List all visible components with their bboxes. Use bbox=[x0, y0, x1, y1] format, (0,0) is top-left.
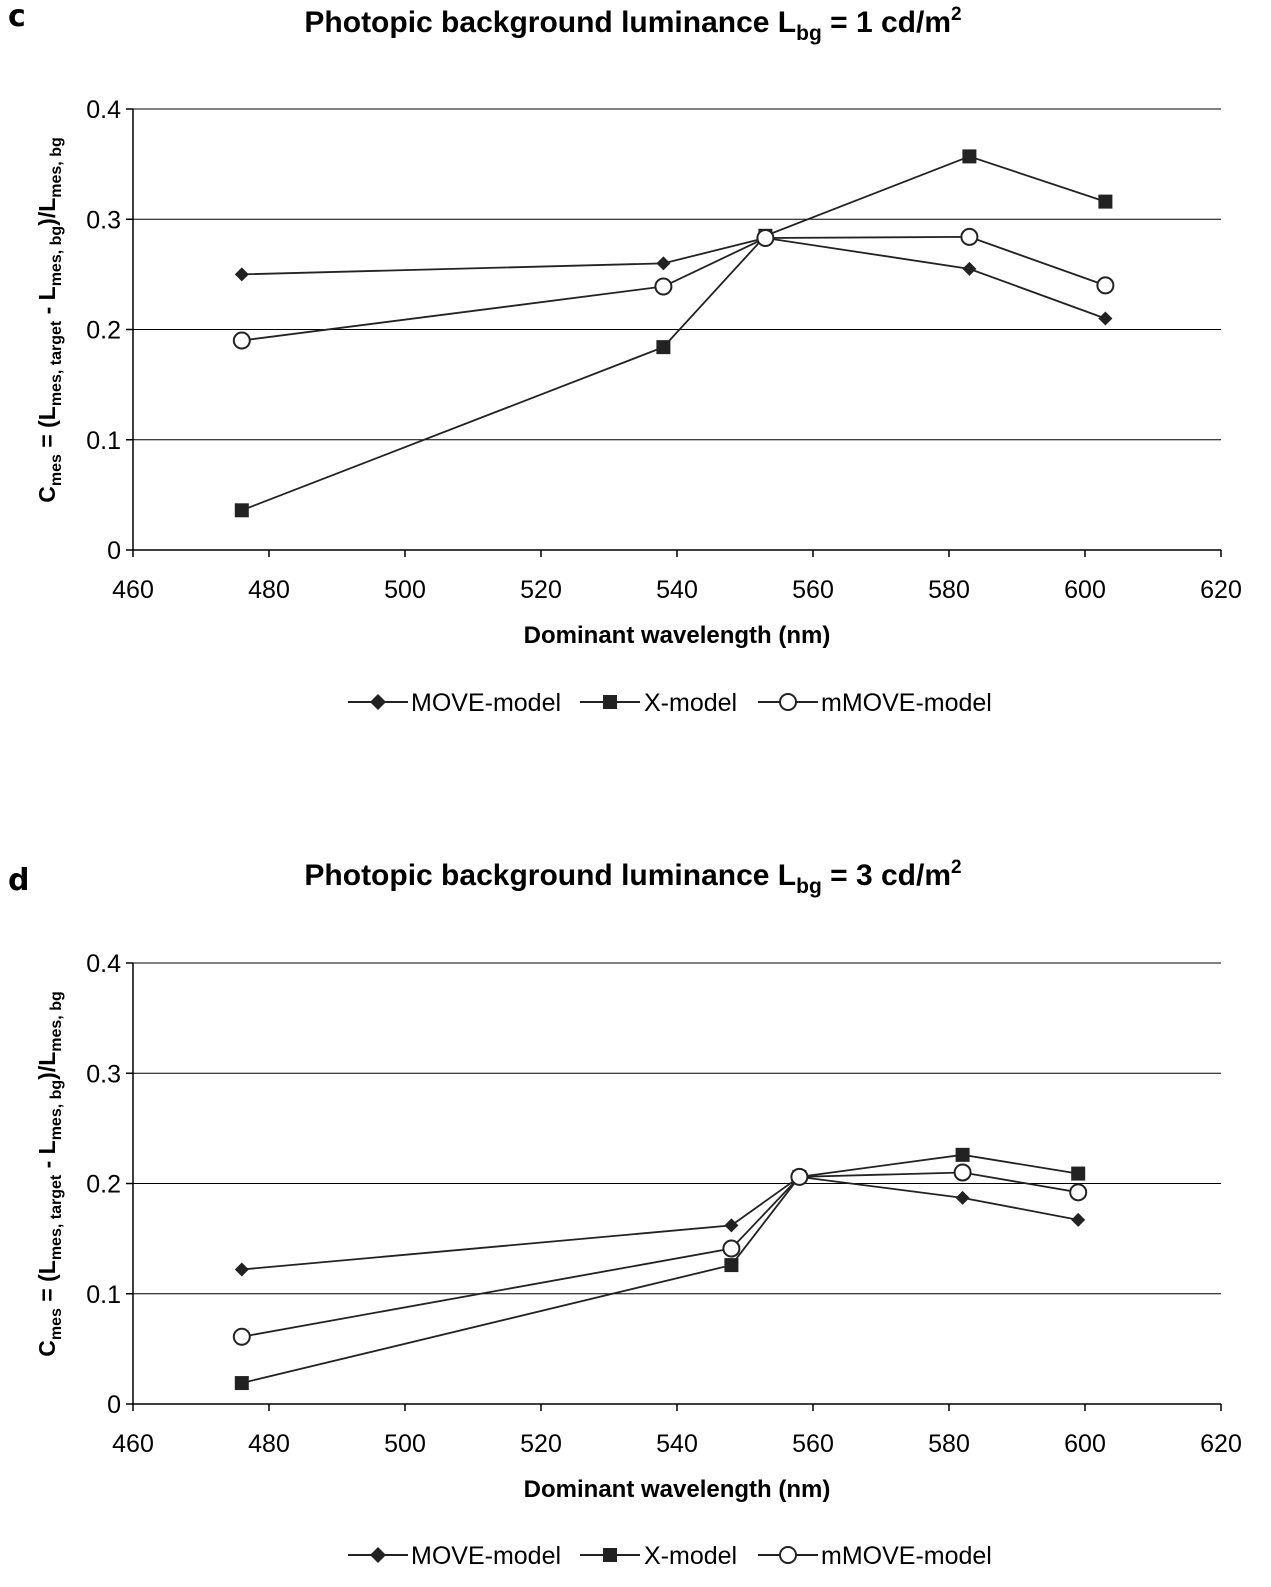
y-tick-label: 0.3 bbox=[86, 206, 121, 234]
x-tick-label: 520 bbox=[520, 576, 562, 604]
series-group bbox=[232, 149, 1115, 518]
y-tick-label: 0.4 bbox=[86, 950, 121, 978]
legend-label-mmove: mMOVE-model bbox=[821, 1542, 992, 1570]
data-point-move-model bbox=[234, 1262, 249, 1277]
x-tick-label: 560 bbox=[792, 1430, 834, 1458]
data-point-mmove-model bbox=[232, 331, 251, 350]
data-point-mmove-model bbox=[1096, 276, 1115, 295]
data-point-move-model bbox=[656, 256, 671, 271]
data-point-x-model bbox=[1098, 194, 1113, 209]
x-tick-label: 480 bbox=[248, 576, 290, 604]
data-point-x-model bbox=[656, 340, 671, 355]
x-tick-label: 460 bbox=[112, 1430, 154, 1458]
data-point-x-model bbox=[1071, 1166, 1086, 1181]
axis-ticks: 0 0.1 0.2 0.3 0.4 460 480 500 520 540 560 580 600 620 bbox=[86, 96, 1242, 604]
series-line-x-model bbox=[241, 1153, 1079, 1384]
legend-label-x: X-model bbox=[644, 689, 737, 717]
x-tick-label: 600 bbox=[1064, 576, 1106, 604]
data-point-mmove-model bbox=[654, 277, 673, 296]
x-tick-label: 500 bbox=[384, 1430, 426, 1458]
legend: MOVE-model X-model mMOVE-model bbox=[348, 1542, 992, 1570]
chart-title: Photopic background luminance Lbg = 1 cd… bbox=[304, 4, 961, 45]
y-tick-label: 0.3 bbox=[86, 1060, 121, 1088]
data-point-move-model bbox=[234, 267, 249, 282]
series-line-move-model bbox=[241, 237, 1106, 320]
data-point-move-model bbox=[1071, 1212, 1086, 1227]
panel-letter: c bbox=[8, 0, 26, 34]
y-tick-label: 0.2 bbox=[86, 317, 121, 345]
legend-label-move: MOVE-model bbox=[411, 689, 561, 717]
data-point-mmove-model bbox=[960, 227, 979, 246]
x-axis-label: Dominant wavelength (nm) bbox=[524, 622, 831, 649]
data-point-x-model bbox=[234, 503, 249, 518]
legend-label-x: X-model bbox=[644, 1542, 737, 1570]
legend-label-mmove: mMOVE-model bbox=[821, 689, 992, 717]
diamond-marker-icon bbox=[370, 1547, 386, 1563]
y-tick-label: 0.2 bbox=[86, 1171, 121, 1199]
x-axis-label: Dominant wavelength (nm) bbox=[524, 1476, 831, 1503]
data-point-mmove-model bbox=[790, 1167, 809, 1186]
series-line-move-model bbox=[241, 1175, 1079, 1271]
x-tick-label: 520 bbox=[520, 1430, 562, 1458]
x-tick-label: 480 bbox=[248, 1430, 290, 1458]
data-point-x-model bbox=[724, 1258, 739, 1273]
data-point-mmove-model bbox=[232, 1327, 251, 1346]
square-marker-icon bbox=[603, 1548, 617, 1562]
circle-marker-icon bbox=[779, 693, 797, 711]
data-point-mmove-model bbox=[1069, 1183, 1088, 1202]
x-tick-label: 620 bbox=[1200, 1430, 1242, 1458]
y-axis-label: Cmes = (Lmes, target - Lmes, bg)/Lmes, b… bbox=[34, 991, 65, 1357]
chart-title: Photopic background luminance Lbg = 3 cd… bbox=[304, 857, 961, 898]
y-tick-label: 0 bbox=[107, 537, 121, 565]
data-point-move-model bbox=[955, 1190, 970, 1205]
data-point-move-model bbox=[1098, 311, 1113, 326]
data-point-move-model bbox=[724, 1218, 739, 1233]
legend-label-move: MOVE-model bbox=[411, 1542, 561, 1570]
data-point-mmove-model bbox=[756, 228, 775, 247]
y-axis-label: Cmes = (Lmes, target - Lmes, bg)/Lmes, b… bbox=[34, 137, 65, 503]
y-tick-label: 0.4 bbox=[86, 96, 121, 124]
gridlines bbox=[133, 108, 1221, 441]
x-tick-label: 540 bbox=[656, 1430, 698, 1458]
x-tick-label: 500 bbox=[384, 576, 426, 604]
x-tick-label: 600 bbox=[1064, 1430, 1106, 1458]
x-tick-label: 540 bbox=[656, 576, 698, 604]
square-marker-icon bbox=[603, 695, 617, 709]
y-tick-label: 0.1 bbox=[86, 427, 121, 455]
data-point-mmove-model bbox=[953, 1163, 972, 1182]
panel-letter: d bbox=[8, 863, 29, 898]
series-line-mmove-model bbox=[241, 235, 1106, 342]
series-group bbox=[232, 1147, 1088, 1391]
circle-marker-icon bbox=[779, 1546, 797, 1564]
axis-ticks: 0 0.1 0.2 0.3 0.4 460 480 500 520 540 560 580 600 620 bbox=[86, 950, 1242, 1458]
x-tick-label: 580 bbox=[928, 1430, 970, 1458]
data-point-x-model bbox=[234, 1376, 249, 1391]
panel-d: d Photopic background luminance Lbg = 3 … bbox=[8, 857, 1242, 1570]
gridlines bbox=[133, 962, 1221, 1295]
y-tick-label: 0 bbox=[107, 1391, 121, 1419]
panel-c: c Photopic background luminance Lbg = 1 … bbox=[8, 0, 1242, 717]
x-tick-label: 560 bbox=[792, 576, 834, 604]
y-tick-label: 0.1 bbox=[86, 1281, 121, 1309]
data-point-x-model bbox=[962, 149, 977, 164]
data-point-x-model bbox=[955, 1147, 970, 1162]
data-point-mmove-model bbox=[722, 1239, 741, 1258]
legend: MOVE-model X-model mMOVE-model bbox=[348, 689, 992, 717]
data-point-move-model bbox=[962, 261, 977, 276]
x-tick-label: 620 bbox=[1200, 576, 1242, 604]
x-tick-label: 580 bbox=[928, 576, 970, 604]
x-tick-label: 460 bbox=[112, 576, 154, 604]
series-line-x-model bbox=[241, 155, 1106, 512]
diamond-marker-icon bbox=[370, 694, 386, 710]
